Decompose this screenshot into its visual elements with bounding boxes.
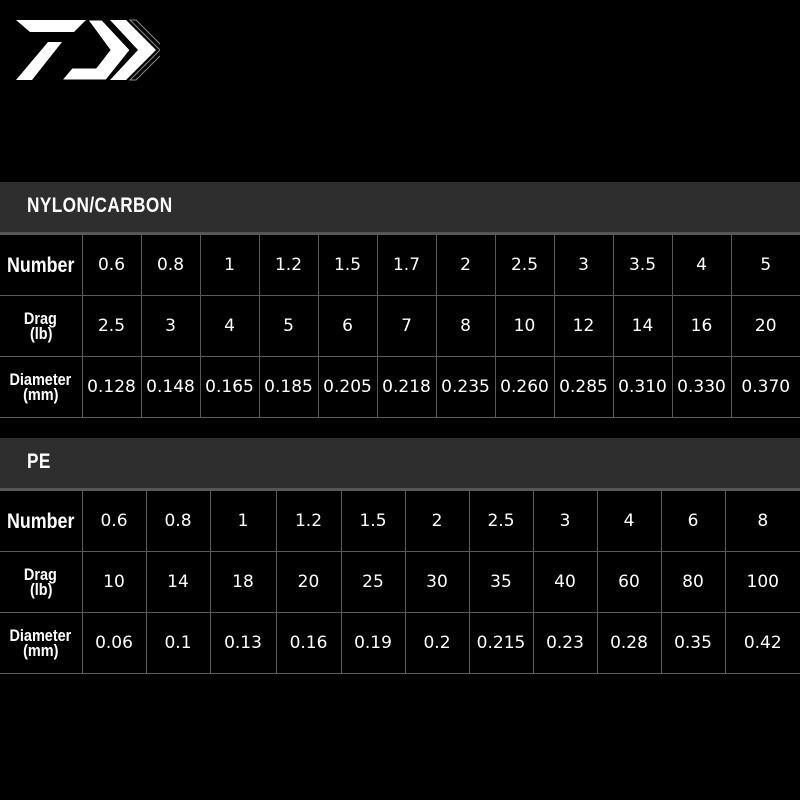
drag-cell: 12 xyxy=(553,295,614,357)
number-cell: 5 xyxy=(730,234,800,296)
number-cell: 2.5 xyxy=(468,490,534,552)
drag-cell: 25 xyxy=(340,551,406,613)
number-cell: 3.5 xyxy=(612,234,673,296)
drag-cell: 80 xyxy=(660,551,726,613)
number-cell: 0.6 xyxy=(81,234,142,296)
diameter-cell: 0.16 xyxy=(275,612,342,674)
diameter-cell: 0.185 xyxy=(258,356,319,418)
drag-cell: 16 xyxy=(671,295,732,357)
drag-cell: 8 xyxy=(435,295,496,357)
number-row: Number 0.6 0.8 1 1.2 1.5 2 2.5 3 4 6 8 xyxy=(0,490,800,552)
diameter-cell: 0.23 xyxy=(532,612,598,674)
number-cell: 1 xyxy=(199,234,260,296)
number-row: Number 0.6 0.8 1 1.2 1.5 1.7 2 2.5 3 3.5 4 5 xyxy=(0,234,800,296)
number-cell: 0.6 xyxy=(81,490,147,552)
diameter-row: Diameter (mm) 0.128 0.148 0.165 0.185 0.205 0.2… xyxy=(0,356,800,418)
number-cell: 4 xyxy=(671,234,732,296)
label-text: (mm) xyxy=(23,641,59,660)
drag-cell: 5 xyxy=(258,295,319,357)
number-cell: 3 xyxy=(532,490,598,552)
label-text: (lb) xyxy=(29,580,52,599)
drag-cell: 14 xyxy=(145,551,211,613)
drag-cell: 10 xyxy=(81,551,147,613)
diameter-row-label: Diameter (mm) xyxy=(0,612,83,674)
diameter-cell: 0.19 xyxy=(340,612,406,674)
number-cell: 1 xyxy=(209,490,277,552)
label-text: Number xyxy=(7,253,75,277)
number-cell: 1.2 xyxy=(275,490,342,552)
label-text: (mm) xyxy=(23,385,59,404)
drag-cell: 14 xyxy=(612,295,673,357)
diameter-cell: 0.205 xyxy=(317,356,378,418)
diameter-cell: 0.235 xyxy=(435,356,496,418)
label-text: Drag xyxy=(24,565,58,584)
drag-cell: 100 xyxy=(724,551,800,613)
diameter-cell: 0.42 xyxy=(724,612,800,674)
number-row-label: Number xyxy=(0,234,83,296)
section-title: NYLON/CARBON xyxy=(27,194,173,217)
number-cell: 1.7 xyxy=(376,234,437,296)
drag-cell: 3 xyxy=(140,295,201,357)
diameter-cell: 0.35 xyxy=(660,612,726,674)
number-cell: 0.8 xyxy=(140,234,201,296)
number-cell: 2 xyxy=(435,234,496,296)
drag-cell: 18 xyxy=(209,551,277,613)
diameter-cell: 0.1 xyxy=(145,612,211,674)
drag-row-label: Drag (lb) xyxy=(0,295,83,357)
drag-cell: 40 xyxy=(532,551,598,613)
drag-cell: 20 xyxy=(730,295,800,357)
diameter-cell: 0.165 xyxy=(199,356,260,418)
diameter-row: Diameter (mm) 0.06 0.1 0.13 0.16 0.19 0.2 0.215 0… xyxy=(0,612,800,674)
diameter-cell: 0.13 xyxy=(209,612,277,674)
drag-cell: 10 xyxy=(494,295,555,357)
label-text: Diameter xyxy=(9,370,72,389)
number-cell: 1.2 xyxy=(258,234,319,296)
diameter-cell: 0.285 xyxy=(553,356,614,418)
number-cell: 0.8 xyxy=(145,490,211,552)
drag-cell: 6 xyxy=(317,295,378,357)
number-row-label: Number xyxy=(0,490,83,552)
label-text: Diameter xyxy=(9,626,72,645)
number-cell: 8 xyxy=(724,490,800,552)
label-text: Number xyxy=(7,509,75,533)
diameter-row-label: Diameter (mm) xyxy=(0,356,83,418)
section-title: PE xyxy=(27,450,51,473)
daiwa-logo-icon xyxy=(16,19,160,81)
drag-cell: 7 xyxy=(376,295,437,357)
number-cell: 1.5 xyxy=(317,234,378,296)
number-cell: 2 xyxy=(404,490,470,552)
label-text: (lb) xyxy=(29,324,52,343)
diameter-cell: 0.310 xyxy=(612,356,673,418)
diameter-cell: 0.260 xyxy=(494,356,555,418)
drag-cell: 2.5 xyxy=(81,295,142,357)
drag-row-label: Drag (lb) xyxy=(0,551,83,613)
diameter-cell: 0.218 xyxy=(376,356,437,418)
drag-cell: 30 xyxy=(404,551,470,613)
number-cell: 2.5 xyxy=(494,234,555,296)
diameter-cell: 0.128 xyxy=(81,356,142,418)
diameter-cell: 0.148 xyxy=(140,356,201,418)
label-text: Drag xyxy=(24,309,58,328)
diameter-cell: 0.370 xyxy=(730,356,800,418)
drag-cell: 4 xyxy=(199,295,260,357)
drag-row: Drag (lb) 2.5 3 4 5 6 7 8 10 12 14 16 20 xyxy=(0,295,800,357)
drag-cell: 35 xyxy=(468,551,534,613)
pe-spec-table: Number 0.6 0.8 1 1.2 1.5 2 2.5 3 4 6 8 Drag (lb) 10 14 1… xyxy=(0,490,800,674)
number-cell: 1.5 xyxy=(340,490,406,552)
drag-row: Drag (lb) 10 14 18 20 25 30 35 40 60 80 100 xyxy=(0,551,800,613)
number-cell: 6 xyxy=(660,490,726,552)
diameter-cell: 0.215 xyxy=(468,612,534,674)
nylon-carbon-spec-table: Number 0.6 0.8 1 1.2 1.5 1.7 2 2.5 3 3.5 4 5 Drag (lb)… xyxy=(0,234,800,418)
diameter-cell: 0.330 xyxy=(671,356,732,418)
drag-cell: 20 xyxy=(275,551,342,613)
nylon-carbon-section-header: NYLON/CARBON xyxy=(0,182,800,234)
pe-section-header: PE xyxy=(0,438,800,490)
diameter-cell: 0.06 xyxy=(81,612,147,674)
number-cell: 3 xyxy=(553,234,614,296)
diameter-cell: 0.2 xyxy=(404,612,470,674)
number-cell: 4 xyxy=(596,490,662,552)
drag-cell: 60 xyxy=(596,551,662,613)
diameter-cell: 0.28 xyxy=(596,612,662,674)
